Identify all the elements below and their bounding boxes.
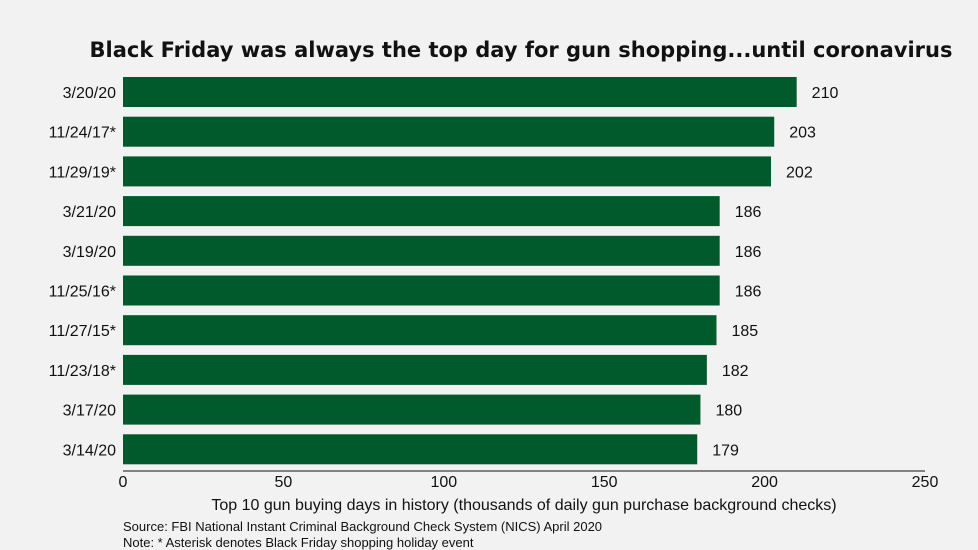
value-label-0: 210 [812, 85, 839, 102]
value-label-7: 182 [722, 363, 749, 380]
chart-title: Black Friday was always the top day for … [90, 38, 953, 62]
x-tick-label-3: 150 [591, 474, 618, 491]
category-label-4: 3/19/20 [63, 244, 116, 261]
category-label-8: 3/17/20 [63, 403, 116, 420]
bar-2 [123, 156, 772, 187]
bar-4 [123, 235, 720, 266]
bar-3 [123, 196, 720, 227]
value-label-8: 180 [715, 403, 742, 420]
value-label-4: 186 [735, 244, 762, 261]
value-label-5: 186 [735, 284, 762, 301]
category-label-0: 3/20/20 [63, 85, 116, 102]
value-label-3: 186 [735, 204, 762, 221]
x-tick-label-5: 250 [912, 474, 939, 491]
category-label-5: 11/25/16* [49, 284, 116, 301]
bar-1 [123, 116, 775, 147]
bar-9 [123, 434, 698, 465]
category-label-1: 11/24/17* [49, 125, 116, 142]
category-label-7: 11/23/18* [49, 363, 116, 380]
x-tick-label-4: 200 [751, 474, 778, 491]
x-axis-label: Top 10 gun buying days in history (thous… [211, 497, 836, 514]
x-tick-label-2: 100 [430, 474, 457, 491]
bar-7 [123, 354, 707, 385]
category-label-6: 11/27/15* [49, 323, 116, 340]
category-label-3: 3/21/20 [63, 204, 116, 221]
bar-8 [123, 394, 701, 425]
category-label-9: 3/14/20 [63, 442, 116, 459]
bar-5 [123, 275, 720, 306]
x-tick-label-1: 50 [275, 474, 293, 491]
category-label-2: 11/29/19* [49, 164, 116, 181]
value-label-9: 179 [712, 442, 739, 459]
x-axis-ticks: 0 50 100 150 200 250 [119, 474, 939, 491]
source-note: Source: FBI National Instant Criminal Ba… [123, 519, 602, 534]
bars-group: 3/20/20 210 11/24/17* 203 11/29/19* 202 3/21/2… [49, 77, 839, 465]
asterisk-note: Note: * Asterisk denotes Black Friday sh… [123, 535, 474, 550]
bar-0 [123, 77, 797, 107]
bar-6 [123, 315, 717, 346]
value-label-1: 203 [789, 125, 816, 142]
value-label-6: 185 [731, 323, 758, 340]
x-tick-label-0: 0 [119, 474, 128, 491]
value-label-2: 202 [786, 164, 813, 181]
